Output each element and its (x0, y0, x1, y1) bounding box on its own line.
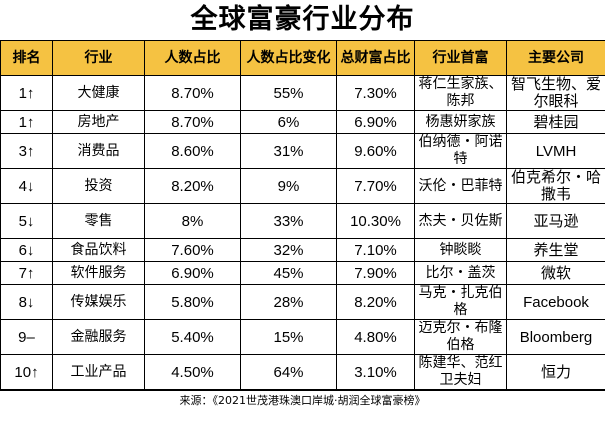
share-cell: 6.90% (144, 261, 241, 285)
richest-cell: 伯纳德・阿诺特 (414, 133, 507, 169)
company-cell: 智飞生物、爱尔眼科 (506, 75, 605, 111)
company-cell: LVMH (506, 133, 605, 169)
table-row: 9– 金融服务 5.40% 15% 4.80% 迈克尔・布隆伯格 Bloomberg (0, 319, 605, 355)
change-cell: 33% (240, 203, 337, 239)
header-rank: 排名 (0, 40, 53, 76)
table-row: 8↓ 传媒娱乐 5.80% 28% 8.20% 马克・扎克伯格 Facebook (0, 284, 605, 320)
table-row: 3↑ 消费品 8.60% 31% 9.60% 伯纳德・阿诺特 LVMH (0, 133, 605, 169)
share-cell: 8.70% (144, 75, 241, 111)
company-cell: Facebook (506, 284, 605, 320)
rank-cell: 6↓ (0, 238, 53, 262)
table-row: 1↑ 房地产 8.70% 6% 6.90% 杨惠妍家族 碧桂园 (0, 110, 605, 134)
richest-cell: 迈克尔・布隆伯格 (414, 319, 507, 355)
header-company: 主要公司 (506, 40, 605, 76)
share-cell: 5.80% (144, 284, 241, 320)
rank-cell: 1↑ (0, 110, 53, 134)
industry-cell: 大健康 (52, 75, 145, 111)
header-richest: 行业首富 (414, 40, 507, 76)
rank-cell: 3↑ (0, 133, 53, 169)
company-cell: 微软 (506, 261, 605, 285)
industry-cell: 工业产品 (52, 354, 145, 390)
share-cell: 8.60% (144, 133, 241, 169)
share-cell: 5.40% (144, 319, 241, 355)
table-row: 4↓ 投资 8.20% 9% 7.70% 沃伦・巴菲特 伯克希尔・哈撒韦 (0, 168, 605, 204)
header-wealth: 总财富占比 (336, 40, 415, 76)
industry-cell: 投资 (52, 168, 145, 204)
table-row: 10↑ 工业产品 4.50% 64% 3.10% 陈建华、范红卫夫妇 恒力 (0, 354, 605, 390)
rank-cell: 1↑ (0, 75, 53, 111)
industry-cell: 软件服务 (52, 261, 145, 285)
rank-cell: 4↓ (0, 168, 53, 204)
richest-cell: 陈建华、范红卫夫妇 (414, 354, 507, 390)
richest-cell: 杨惠妍家族 (414, 110, 507, 134)
share-cell: 7.60% (144, 238, 241, 262)
wealth-cell: 4.80% (336, 319, 415, 355)
header-industry: 行业 (52, 40, 145, 76)
industry-cell: 传媒娱乐 (52, 284, 145, 320)
industry-cell: 房地产 (52, 110, 145, 134)
richest-cell: 马克・扎克伯格 (414, 284, 507, 320)
change-cell: 6% (240, 110, 337, 134)
change-cell: 45% (240, 261, 337, 285)
company-cell: 恒力 (506, 354, 605, 390)
page-title: 全球富豪行业分布 (190, 4, 415, 35)
rank-cell: 8↓ (0, 284, 53, 320)
share-cell: 8.70% (144, 110, 241, 134)
header-change: 人数占比变化 (240, 40, 337, 76)
wealth-cell: 9.60% (336, 133, 415, 169)
share-cell: 8.20% (144, 168, 241, 204)
industry-cell: 零售 (52, 203, 145, 239)
richest-cell: 蒋仁生家族、陈邦 (414, 75, 507, 111)
table-row: 6↓ 食品饮料 7.60% 32% 7.10% 钟睒睒 养生堂 (0, 238, 605, 262)
company-cell: 亚马逊 (506, 203, 605, 239)
rank-cell: 10↑ (0, 354, 53, 390)
wealth-cell: 7.70% (336, 168, 415, 204)
wealth-cell: 7.90% (336, 261, 415, 285)
change-cell: 32% (240, 238, 337, 262)
rank-cell: 9– (0, 319, 53, 355)
change-cell: 9% (240, 168, 337, 204)
change-cell: 28% (240, 284, 337, 320)
change-cell: 15% (240, 319, 337, 355)
wealth-cell: 8.20% (336, 284, 415, 320)
share-cell: 4.50% (144, 354, 241, 390)
table-row: 5↓ 零售 8% 33% 10.30% 杰夫・贝佐斯 亚马逊 (0, 203, 605, 239)
change-cell: 55% (240, 75, 337, 111)
richest-cell: 钟睒睒 (414, 238, 507, 262)
industry-cell: 金融服务 (52, 319, 145, 355)
richest-cell: 沃伦・巴菲特 (414, 168, 507, 204)
company-cell: Bloomberg (506, 319, 605, 355)
richest-cell: 比尔・盖茨 (414, 261, 507, 285)
company-cell: 碧桂园 (506, 110, 605, 134)
share-cell: 8% (144, 203, 241, 239)
source-note: 来源：《2021世茂港珠澳口岸城·胡润全球富豪榜》 (0, 390, 605, 411)
header-share: 人数占比 (144, 40, 241, 76)
wealth-cell: 7.10% (336, 238, 415, 262)
industry-cell: 食品饮料 (52, 238, 145, 262)
richest-cell: 杰夫・贝佐斯 (414, 203, 507, 239)
wealth-cell: 3.10% (336, 354, 415, 390)
change-cell: 64% (240, 354, 337, 390)
table-row: 7↑ 软件服务 6.90% 45% 7.90% 比尔・盖茨 微软 (0, 261, 605, 285)
table-body: 1↑ 大健康 8.70% 55% 7.30% 蒋仁生家族、陈邦 智飞生物、爱尔眼科 1↑ 房地产… (0, 75, 605, 390)
company-cell: 伯克希尔・哈撒韦 (506, 168, 605, 204)
wealth-cell: 6.90% (336, 110, 415, 134)
industry-cell: 消费品 (52, 133, 145, 169)
table-header-row: 排名 行业 人数占比 人数占比变化 总财富占比 行业首富 主要公司 (0, 40, 605, 76)
rank-cell: 7↑ (0, 261, 53, 285)
change-cell: 31% (240, 133, 337, 169)
table-row: 1↑ 大健康 8.70% 55% 7.30% 蒋仁生家族、陈邦 智飞生物、爱尔眼科 (0, 75, 605, 111)
company-cell: 养生堂 (506, 238, 605, 262)
wealth-cell: 7.30% (336, 75, 415, 111)
rank-cell: 5↓ (0, 203, 53, 239)
wealth-table: 排名 行业 人数占比 人数占比变化 总财富占比 行业首富 主要公司 1↑ 大健康 8… (0, 40, 605, 390)
wealth-cell: 10.30% (336, 203, 415, 239)
